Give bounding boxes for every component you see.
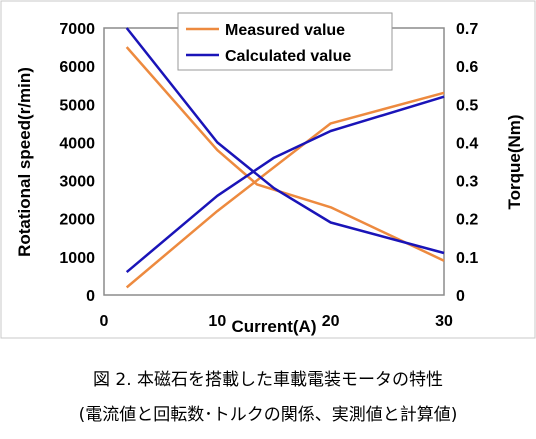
series-line-calculated-value-torque: [125, 95, 445, 274]
legend: Measured value Calculated value: [177, 12, 393, 71]
y-right-tick-label: 0: [456, 288, 465, 305]
y-left-tick-label: 5000: [59, 97, 95, 114]
x-axis-title: Current(A): [232, 317, 317, 336]
y-right-tick-label: 0.6: [456, 59, 478, 76]
x-tick-label: 0: [100, 313, 109, 330]
y-left-tick-label: 3000: [59, 174, 95, 191]
y-left-tick-label: 2000: [59, 212, 95, 229]
y-left-tick-label: 7000: [59, 21, 95, 38]
series-line-measured-value-torque: [125, 91, 445, 289]
y-left-tick-label: 0: [86, 288, 95, 305]
figure-caption-line-1: 図 2. 本磁石を搭載した車載電装モータの特性: [93, 370, 443, 390]
y-right-tick-label: 0.4: [456, 135, 478, 152]
x-axis-ticks: 0 10 20 30: [100, 313, 453, 330]
y-right-tick-label: 0.7: [456, 21, 478, 38]
y-left-tick-label: 6000: [59, 59, 95, 76]
y-right-axis-ticks: 0 0.1 0.2 0.3 0.4 0.5 0.6 0.7: [456, 21, 478, 305]
legend-box: [177, 12, 393, 71]
y-right-axis-title: Torque(Nm): [505, 114, 524, 209]
x-tick-label: 20: [322, 313, 340, 330]
series-line-measured-value-speed: [125, 46, 445, 262]
y-left-axis-ticks: 0 1000 2000 3000 4000 5000 6000 7000: [59, 21, 95, 305]
series-line-calculated-value-speed: [125, 27, 445, 255]
legend-label-calculated: Calculated value: [225, 48, 351, 65]
y-left-axis-title: Rotational speed(r/min): [15, 67, 34, 257]
y-right-tick-label: 0.2: [456, 212, 478, 229]
y-left-tick-label: 4000: [59, 135, 95, 152]
y-right-tick-label: 0.1: [456, 250, 478, 267]
figure-caption-line-2: (電流値と回転数･トルクの関係、実測値と計算値): [79, 405, 458, 425]
y-right-tick-label: 0.5: [456, 97, 478, 114]
y-left-tick-label: 1000: [59, 250, 95, 267]
series-lines: [125, 27, 445, 289]
legend-label-measured: Measured value: [225, 22, 345, 39]
x-tick-label: 30: [435, 313, 453, 330]
x-tick-label: 10: [208, 313, 226, 330]
y-right-tick-label: 0.3: [456, 174, 478, 191]
